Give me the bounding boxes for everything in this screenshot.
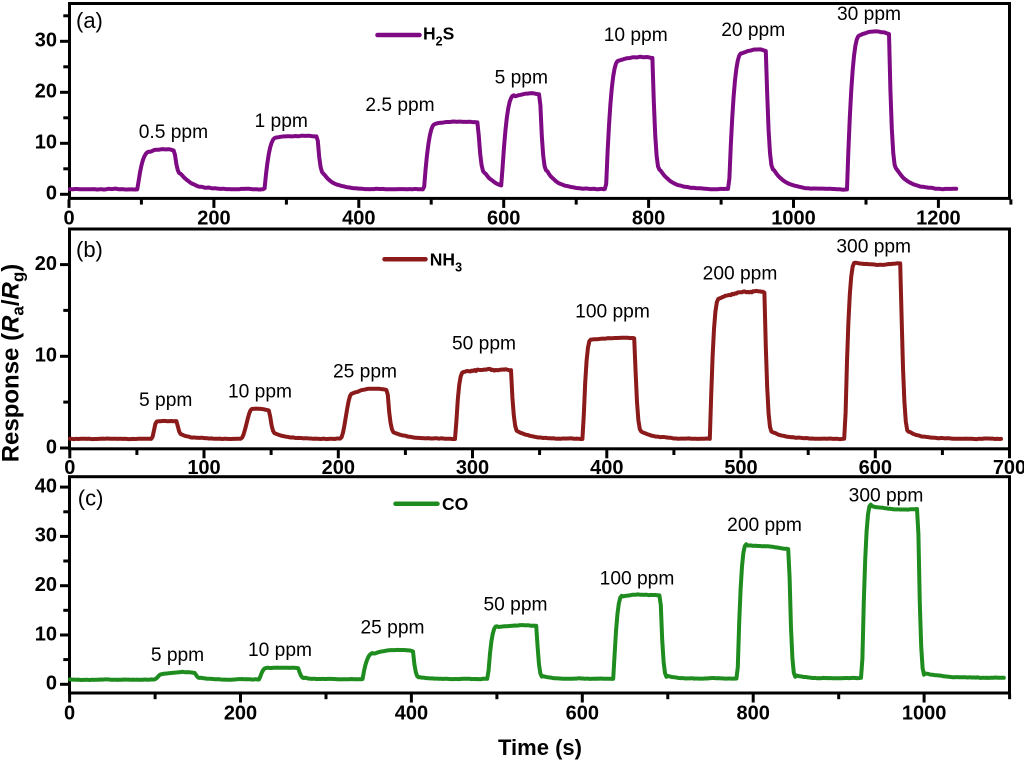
svg-text:100 ppm: 100 ppm — [575, 302, 650, 323]
svg-text:25 ppm: 25 ppm — [361, 618, 425, 639]
svg-text:Time (s): Time (s) — [498, 735, 582, 760]
svg-text:1000: 1000 — [771, 208, 816, 230]
svg-text:100 ppm: 100 ppm — [600, 569, 675, 590]
svg-text:5 ppm: 5 ppm — [495, 68, 548, 89]
svg-text:600: 600 — [566, 703, 599, 725]
svg-text:10 ppm: 10 ppm — [604, 25, 668, 46]
svg-text:0: 0 — [46, 436, 57, 458]
svg-text:0: 0 — [63, 208, 74, 230]
svg-text:800: 800 — [737, 703, 770, 725]
svg-text:(a): (a) — [76, 8, 103, 33]
svg-text:30: 30 — [35, 30, 57, 52]
svg-text:0: 0 — [46, 183, 57, 205]
svg-text:(c): (c) — [78, 485, 104, 510]
svg-text:CO: CO — [442, 494, 468, 514]
svg-text:50 ppm: 50 ppm — [452, 334, 516, 355]
svg-text:200: 200 — [197, 208, 230, 230]
svg-text:300: 300 — [456, 457, 489, 479]
svg-text:25 ppm: 25 ppm — [333, 362, 397, 383]
svg-text:20 ppm: 20 ppm — [721, 20, 785, 41]
svg-text:10: 10 — [35, 345, 57, 367]
svg-text:1200: 1200 — [916, 208, 961, 230]
svg-text:600: 600 — [859, 457, 892, 479]
svg-text:20: 20 — [35, 81, 57, 103]
svg-text:40: 40 — [35, 475, 57, 497]
svg-text:1 ppm: 1 ppm — [255, 111, 308, 132]
svg-text:400: 400 — [395, 703, 428, 725]
svg-text:5 ppm: 5 ppm — [151, 645, 204, 666]
svg-text:30 ppm: 30 ppm — [837, 4, 901, 25]
svg-text:0: 0 — [64, 457, 75, 479]
svg-text:300 ppm: 300 ppm — [849, 486, 924, 507]
svg-text:400: 400 — [342, 208, 375, 230]
svg-text:200: 200 — [224, 703, 257, 725]
svg-text:400: 400 — [590, 457, 623, 479]
svg-text:1000: 1000 — [902, 703, 947, 725]
svg-text:20: 20 — [35, 574, 57, 596]
svg-text:10 ppm: 10 ppm — [228, 382, 292, 403]
svg-text:10: 10 — [35, 623, 57, 645]
svg-text:0: 0 — [64, 703, 75, 725]
svg-text:600: 600 — [487, 208, 520, 230]
svg-text:800: 800 — [632, 208, 665, 230]
svg-text:0.5 ppm: 0.5 ppm — [139, 122, 208, 143]
svg-text:0: 0 — [46, 673, 57, 695]
svg-text:30: 30 — [35, 525, 57, 547]
svg-text:500: 500 — [724, 457, 757, 479]
svg-text:100: 100 — [187, 457, 220, 479]
svg-text:2.5 ppm: 2.5 ppm — [365, 95, 434, 116]
svg-text:(b): (b) — [76, 237, 103, 262]
svg-text:200 ppm: 200 ppm — [727, 515, 802, 536]
svg-text:10: 10 — [35, 132, 57, 154]
svg-text:300 ppm: 300 ppm — [836, 237, 911, 258]
svg-text:50 ppm: 50 ppm — [484, 595, 548, 616]
svg-text:200 ppm: 200 ppm — [703, 264, 778, 285]
svg-text:700: 700 — [993, 457, 1024, 479]
svg-text:200: 200 — [322, 457, 355, 479]
svg-text:5 ppm: 5 ppm — [139, 390, 192, 411]
svg-text:10 ppm: 10 ppm — [248, 640, 312, 661]
svg-text:Response (Ra/Rg): Response (Ra/Rg) — [0, 264, 28, 463]
svg-text:20: 20 — [35, 253, 57, 275]
